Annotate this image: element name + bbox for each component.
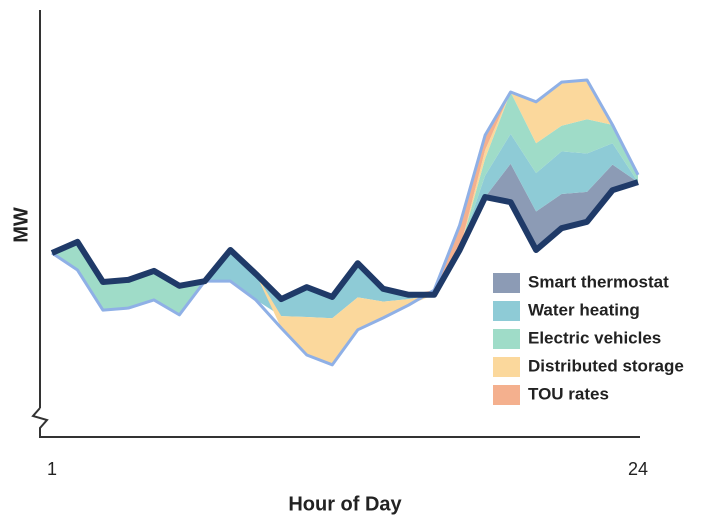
- legend-swatch: [493, 385, 520, 405]
- legend-label: Smart thermostat: [528, 272, 669, 291]
- legend-label: Water heating: [528, 300, 640, 319]
- y-axis-label: MW: [10, 207, 32, 243]
- legend-label: Distributed storage: [528, 356, 684, 375]
- area: [52, 133, 638, 319]
- legend-swatch: [493, 357, 520, 377]
- legend-label: Electric vehicles: [528, 328, 661, 347]
- x-axis-label: Hour of Day: [288, 493, 402, 515]
- legend-label: TOU rates: [528, 384, 609, 403]
- total-outline: [51, 78, 640, 367]
- x-tick-label: 24: [628, 459, 648, 479]
- area: [52, 91, 638, 315]
- legend-swatch: [493, 301, 520, 321]
- load-line: [50, 179, 639, 303]
- legend-swatch: [493, 273, 520, 293]
- area: [52, 80, 638, 365]
- x-tick-label: 1: [47, 459, 57, 479]
- axis-break: [31, 407, 640, 438]
- area: [52, 80, 638, 300]
- legend-swatch: [493, 329, 520, 349]
